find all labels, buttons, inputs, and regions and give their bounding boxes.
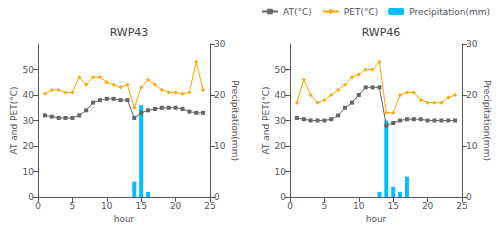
- svg-text:10: 10: [101, 201, 113, 211]
- svg-text:RWP43: RWP43: [110, 26, 149, 39]
- svg-text:15: 15: [387, 201, 398, 211]
- svg-text:Precipitation(mm): Precipitation(mm): [482, 80, 492, 161]
- svg-text:0: 0: [287, 201, 293, 211]
- svg-text:10: 10: [466, 141, 478, 151]
- svg-text:50: 50: [23, 65, 35, 75]
- svg-text:40: 40: [275, 90, 287, 100]
- svg-text:10: 10: [214, 141, 226, 151]
- svg-text:10: 10: [275, 167, 287, 177]
- svg-text:0: 0: [35, 201, 41, 211]
- svg-text:30: 30: [23, 116, 35, 126]
- svg-text:10: 10: [23, 167, 35, 177]
- svg-text:0: 0: [28, 192, 34, 202]
- svg-text:RWP46: RWP46: [362, 26, 401, 39]
- svg-text:15: 15: [135, 201, 146, 211]
- svg-text:30: 30: [214, 39, 226, 49]
- svg-text:PET(°C): PET(°C): [344, 7, 378, 17]
- svg-text:20: 20: [170, 201, 182, 211]
- svg-text:0: 0: [280, 192, 286, 202]
- svg-text:AT and PET(°C): AT and PET(°C): [9, 86, 19, 154]
- svg-text:20: 20: [23, 141, 35, 151]
- svg-text:AT and PET(°C): AT and PET(°C): [261, 86, 271, 154]
- svg-text:5: 5: [70, 201, 76, 211]
- svg-text:50: 50: [275, 65, 287, 75]
- svg-text:hour: hour: [366, 214, 387, 224]
- svg-text:25: 25: [456, 201, 467, 211]
- svg-text:40: 40: [23, 90, 35, 100]
- svg-text:10: 10: [353, 201, 365, 211]
- svg-text:20: 20: [466, 90, 478, 100]
- svg-text:20: 20: [214, 90, 226, 100]
- svg-text:20: 20: [422, 201, 434, 211]
- svg-text:AT(°C): AT(°C): [283, 7, 312, 17]
- svg-text:30: 30: [275, 116, 287, 126]
- svg-text:0: 0: [466, 192, 472, 202]
- svg-text:hour: hour: [114, 214, 135, 224]
- svg-text:5: 5: [322, 201, 328, 211]
- svg-text:20: 20: [275, 141, 287, 151]
- svg-text:30: 30: [466, 39, 478, 49]
- svg-text:0: 0: [214, 192, 220, 202]
- svg-text:Precipitation(mm): Precipitation(mm): [409, 7, 490, 17]
- svg-text:25: 25: [204, 201, 215, 211]
- svg-text:Precipitation(mm): Precipitation(mm): [230, 80, 240, 161]
